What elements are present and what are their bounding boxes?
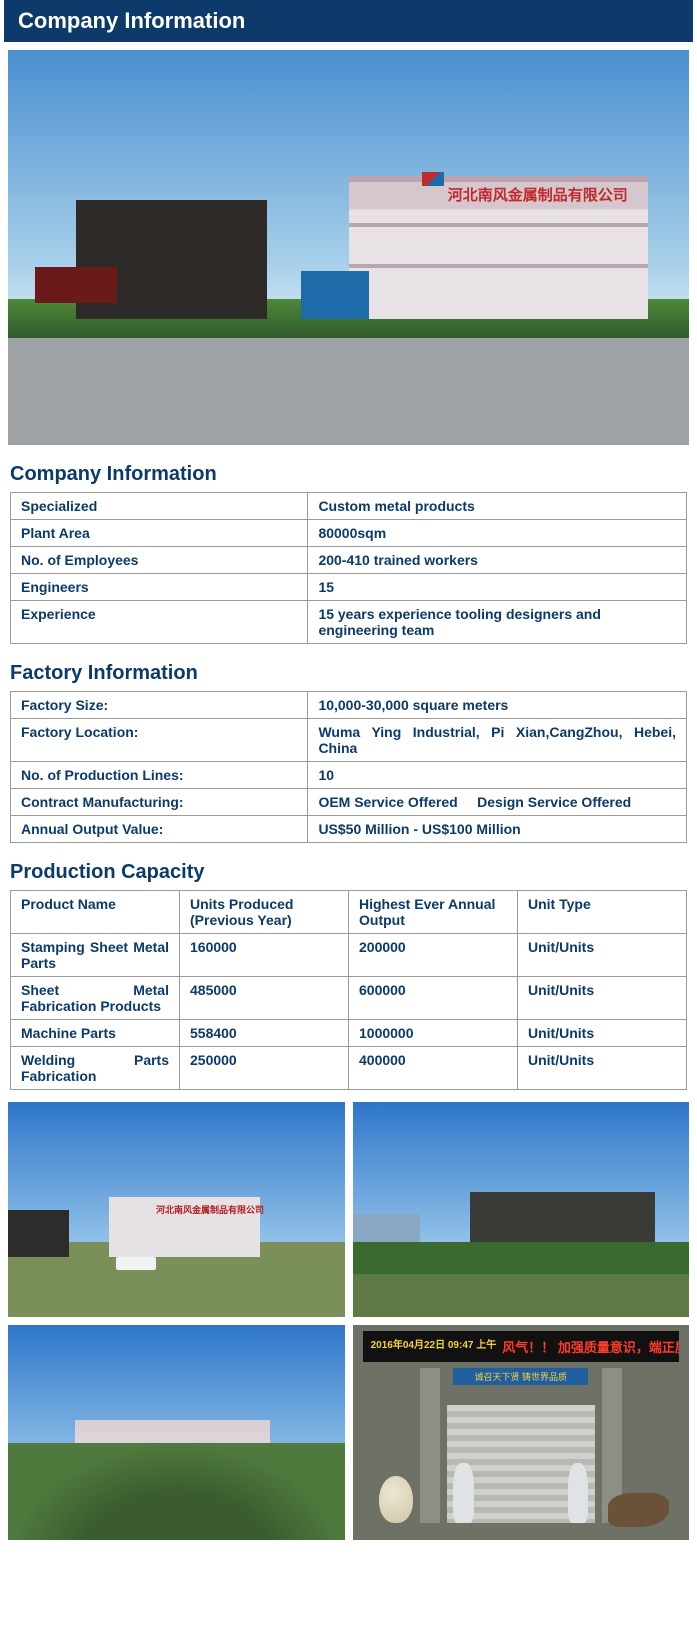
cell: Welding Parts Fabrication: [11, 1047, 180, 1090]
table-row: Plant Area 80000sqm: [11, 520, 687, 547]
table-row: Annual Output Value: US$50 Million - US$…: [11, 816, 687, 843]
thumb-vase-right: [568, 1463, 588, 1523]
cell-label: Experience: [11, 601, 308, 644]
cell: Machine Parts: [11, 1020, 180, 1047]
gallery-photo-3: [8, 1325, 345, 1540]
cell-value: Wuma Ying Industrial, Pi Xian,CangZhou, …: [308, 719, 687, 762]
cell-label: Engineers: [11, 574, 308, 601]
cell-value: 200-410 trained workers: [308, 547, 687, 574]
table-row: Experience 15 years experience tooling d…: [11, 601, 687, 644]
cell-label: Specialized: [11, 493, 308, 520]
cell: Unit/Units: [518, 934, 687, 977]
cell: 600000: [349, 977, 518, 1020]
capacity-title: Production Capacity: [0, 851, 697, 890]
table-row: Factory Location: Wuma Ying Industrial, …: [11, 719, 687, 762]
cell: 160000: [180, 934, 349, 977]
thumb-car: [116, 1257, 156, 1270]
cell: Stamping Sheet Metal Parts: [11, 934, 180, 977]
photo-grid: 河北南风金属制品有限公司 2016年04月22日 09:47 上午 风气！！ 加…: [0, 1098, 697, 1548]
cell-label: No. of Production Lines:: [11, 762, 308, 789]
thumb-pillar-left: [420, 1368, 440, 1523]
cell-label: No. of Employees: [11, 547, 308, 574]
thumb-side-building: [8, 1210, 69, 1257]
cell: 250000: [180, 1047, 349, 1090]
col-header: Product Name: [11, 891, 180, 934]
table-row: Specialized Custom metal products: [11, 493, 687, 520]
company-info-title: Company Information: [0, 453, 697, 492]
table-header-row: Product Name Units Produced (Previous Ye…: [11, 891, 687, 934]
col-header: Unit Type: [518, 891, 687, 934]
cell: 400000: [349, 1047, 518, 1090]
cell-label: Annual Output Value:: [11, 816, 308, 843]
table-row: Machine Parts 558400 1000000 Unit/Units: [11, 1020, 687, 1047]
gallery-photo-2: [353, 1102, 690, 1317]
led-date: 2016年04月22日 09:47 上午: [371, 1341, 497, 1351]
cell-value: US$50 Million - US$100 Million: [308, 816, 687, 843]
hero-logo-icon: [422, 172, 444, 186]
thumb-bush: [353, 1242, 690, 1274]
led-text: 风气！！ 加强质量意识，端正质: [502, 1337, 679, 1356]
cell: Unit/Units: [518, 1047, 687, 1090]
cell-value: 15 years experience tooling designers an…: [308, 601, 687, 644]
company-info-table: Specialized Custom metal products Plant …: [10, 492, 687, 644]
thumb-root-decor: [608, 1493, 669, 1527]
thumb-sign: 河北南风金属制品有限公司: [156, 1203, 264, 1216]
cell: 200000: [349, 934, 518, 977]
capacity-table: Product Name Units Produced (Previous Ye…: [10, 890, 687, 1090]
table-row: No. of Production Lines: 10: [11, 762, 687, 789]
thumb-led-sign: 2016年04月22日 09:47 上午 风气！！ 加强质量意识，端正质: [363, 1331, 679, 1361]
table-row: Welding Parts Fabrication 250000 400000 …: [11, 1047, 687, 1090]
cell-value: 15: [308, 574, 687, 601]
col-header: Highest Ever Annual Output: [349, 891, 518, 934]
cell: 485000: [180, 977, 349, 1020]
table-row: Sheet Metal Fabrication Products 485000 …: [11, 977, 687, 1020]
header-bar: Company Information: [0, 0, 697, 42]
cell-label: Plant Area: [11, 520, 308, 547]
thumb-garden: [8, 1443, 345, 1540]
hero-gate: [301, 271, 369, 318]
table-row: Stamping Sheet Metal Parts 160000 200000…: [11, 934, 687, 977]
hero-signboard: [35, 267, 117, 303]
table-row: Engineers 15: [11, 574, 687, 601]
cell-value: 10: [308, 762, 687, 789]
factory-info-title: Factory Information: [0, 652, 697, 691]
thumb-vase-left: [453, 1463, 473, 1523]
factory-info-table: Factory Size: 10,000-30,000 square meter…: [10, 691, 687, 843]
header-title: Company Information: [18, 8, 245, 33]
cell: Unit/Units: [518, 1020, 687, 1047]
cell-label: Factory Location:: [11, 719, 308, 762]
cell: Sheet Metal Fabrication Products: [11, 977, 180, 1020]
gallery-photo-4: 2016年04月22日 09:47 上午 风气！！ 加强质量意识，端正质 诚召天…: [353, 1325, 690, 1540]
gallery-photo-1: 河北南风金属制品有限公司: [8, 1102, 345, 1317]
thumb-egg-decor: [379, 1476, 413, 1523]
table-row: Factory Size: 10,000-30,000 square meter…: [11, 692, 687, 719]
hero-road: [8, 334, 689, 445]
hero-photo: 河北南风金属制品有限公司: [8, 50, 689, 445]
thumb-banner: 诚召天下贤 铸世界品质: [453, 1368, 588, 1385]
cell-value: 10,000-30,000 square meters: [308, 692, 687, 719]
cell-value: OEM Service Offered Design Service Offer…: [308, 789, 687, 816]
cell-value: 80000sqm: [308, 520, 687, 547]
cell: 558400: [180, 1020, 349, 1047]
table-row: No. of Employees 200-410 trained workers: [11, 547, 687, 574]
cell-value: Custom metal products: [308, 493, 687, 520]
table-row: Contract Manufacturing: OEM Service Offe…: [11, 789, 687, 816]
col-header: Units Produced (Previous Year): [180, 891, 349, 934]
cell: Unit/Units: [518, 977, 687, 1020]
hero-company-sign: 河北南风金属制品有限公司: [448, 184, 628, 205]
cell-label: Factory Size:: [11, 692, 308, 719]
cell: 1000000: [349, 1020, 518, 1047]
cell-label: Contract Manufacturing:: [11, 789, 308, 816]
